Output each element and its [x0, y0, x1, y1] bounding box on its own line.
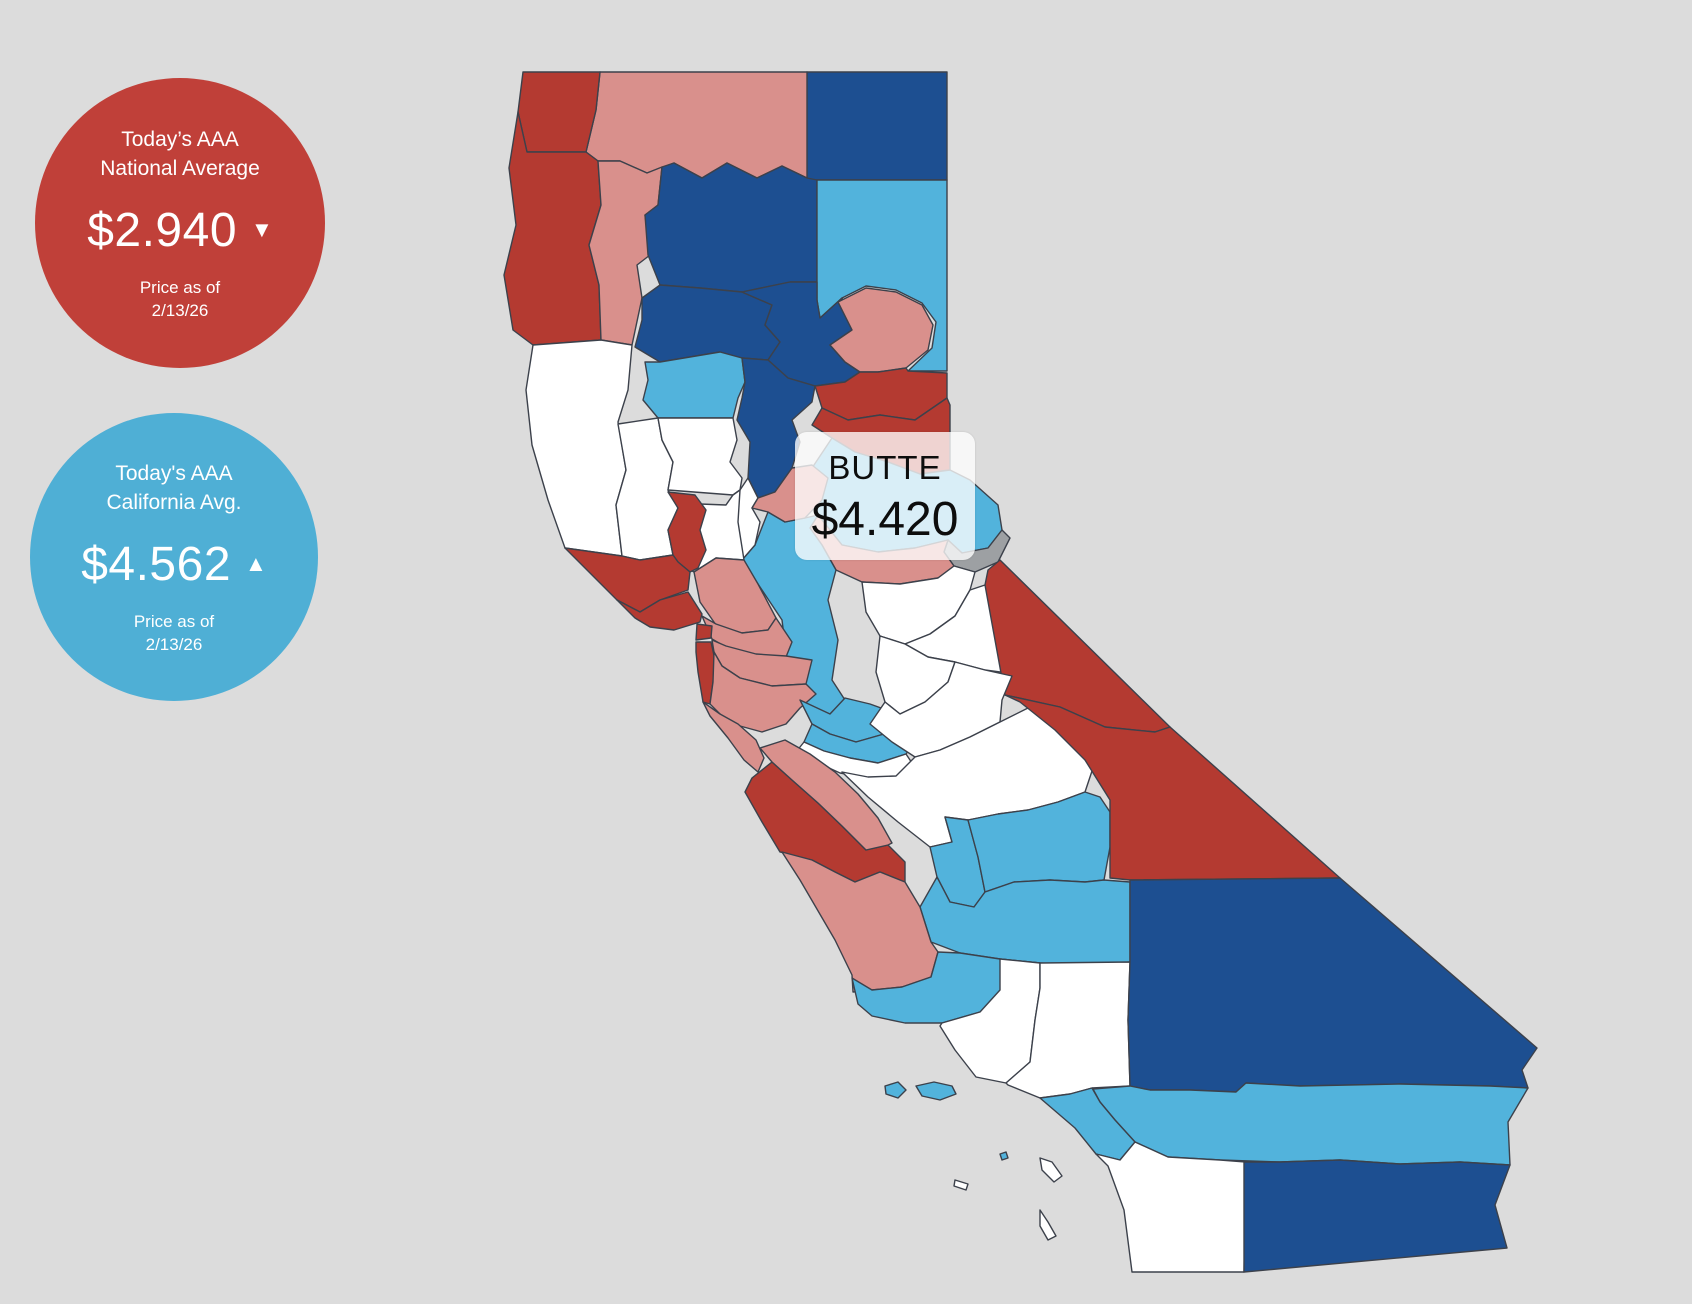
county-del-norte[interactable]	[517, 71, 601, 153]
national-badge-title-line2: National Average	[100, 156, 260, 180]
state-price-row: $4.562 ▲	[81, 537, 267, 592]
county-sonoma[interactable]	[564, 547, 691, 613]
national-average-badge: Today’s AAA National Average $2.940 ▼ Pr…	[35, 78, 325, 368]
county-napa[interactable]	[667, 491, 707, 573]
map-tooltip: BUTTE $4.420	[795, 432, 975, 560]
national-badge-title-line1: Today’s AAA	[121, 127, 239, 151]
tooltip-county-name: BUTTE	[828, 449, 942, 486]
county-mono[interactable]	[984, 559, 1171, 733]
county-santa-cruz[interactable]	[702, 701, 765, 773]
county-imperial[interactable]	[1243, 1159, 1511, 1273]
national-badge-note1: Price as of	[139, 277, 221, 297]
county-marin[interactable]	[616, 591, 703, 631]
island-san-clemente[interactable]	[1039, 1209, 1057, 1241]
california-average-badge: Today's AAA California Avg. $4.562 ▲ Pri…	[30, 413, 318, 701]
island-catalina[interactable]	[1039, 1157, 1063, 1183]
state-badge-note2: 2/13/26	[145, 634, 203, 654]
island-santa-cruz[interactable]	[915, 1081, 957, 1101]
county-mendocino[interactable]	[525, 339, 633, 557]
county-san-benito[interactable]	[759, 739, 893, 851]
national-price: $2.940	[87, 203, 238, 257]
county-modoc[interactable]	[806, 71, 948, 181]
state-price: $4.562	[81, 537, 232, 591]
tooltip-county-price: $4.420	[811, 493, 959, 546]
state-badge-note1: Price as of	[133, 611, 215, 631]
national-price-row: $2.940 ▼	[87, 203, 273, 258]
county-san-francisco[interactable]	[695, 623, 713, 641]
island-santa-rosa[interactable]	[884, 1081, 907, 1099]
national-badge-note2: 2/13/26	[151, 300, 209, 320]
county-orange[interactable]	[1039, 1087, 1136, 1161]
counties-layer	[503, 71, 1538, 1273]
price-down-triangle-icon: ▼	[251, 217, 273, 242]
state-badge-title-line2: California Avg.	[106, 490, 242, 514]
island-san-nicolas[interactable]	[953, 1179, 969, 1191]
state-badge-title-line1: Today's AAA	[115, 461, 233, 485]
county-shasta[interactable]	[644, 162, 818, 293]
island-santa-barbara[interactable]	[999, 1151, 1009, 1161]
county-san-diego[interactable]	[1095, 1141, 1247, 1273]
county-san-bernardino[interactable]	[1127, 877, 1538, 1093]
county-trinity[interactable]	[588, 160, 663, 346]
county-santa-clara[interactable]	[709, 651, 817, 733]
county-glenn[interactable]	[642, 351, 746, 419]
price-up-triangle-icon: ▲	[245, 551, 267, 576]
county-colusa[interactable]	[657, 417, 743, 496]
